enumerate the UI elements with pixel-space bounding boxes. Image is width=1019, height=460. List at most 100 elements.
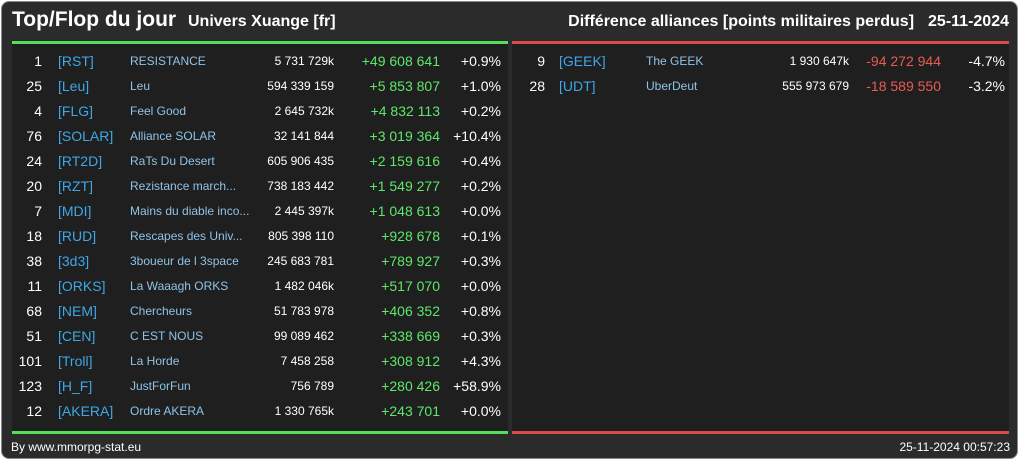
points-delta: +2 159 616 bbox=[369, 153, 440, 169]
top-alliance-row: 1 [RST] RESISTANCE 5 731 729k +49 608 641 +0.… bbox=[12, 49, 508, 74]
alliance-tag-link[interactable]: [CEN] bbox=[58, 328, 96, 344]
alliance-tag-link[interactable]: [NEM] bbox=[58, 303, 97, 319]
site-credit: By www.mmorpg-stat.eu bbox=[11, 440, 142, 454]
alliance-tag-link[interactable]: [ORKS] bbox=[58, 278, 106, 294]
percent-change: +0.3% bbox=[460, 328, 501, 344]
alliance-name-link[interactable]: 3boueur de l 3space bbox=[130, 254, 239, 268]
alliance-points: 1 930 647k bbox=[789, 54, 849, 68]
points-delta: +49 608 641 bbox=[361, 53, 440, 69]
alliance-name-link[interactable]: RaTs Du Desert bbox=[130, 154, 215, 168]
flop-bottom-bar bbox=[512, 431, 1009, 434]
alliance-name-link[interactable]: Alliance SOLAR bbox=[130, 129, 217, 143]
percent-change: +0.1% bbox=[460, 228, 501, 244]
alliance-tag-link[interactable]: [H_F] bbox=[58, 378, 93, 394]
alliance-name-link[interactable]: La Horde bbox=[130, 354, 180, 368]
alliance-points: 805 398 110 bbox=[268, 229, 334, 243]
points-delta: +3 019 364 bbox=[369, 128, 440, 144]
alliance-name-link[interactable]: UberDeut bbox=[646, 79, 698, 93]
points-delta: +517 070 bbox=[381, 278, 440, 294]
top-alliance-row: 11 [ORKS] La Waaagh ORKS 1 482 046k +517 070… bbox=[12, 274, 508, 299]
alliance-rank: 25 bbox=[26, 78, 42, 94]
alliance-name-link[interactable]: Rezistance march... bbox=[130, 179, 237, 193]
percent-change: +10.4% bbox=[453, 128, 501, 144]
percent-change: +58.9% bbox=[453, 378, 501, 394]
alliance-rank: 12 bbox=[26, 403, 42, 419]
alliance-tag-link[interactable]: [GEEK] bbox=[559, 53, 606, 69]
alliance-rank: 28 bbox=[529, 78, 545, 94]
alliance-rank: 7 bbox=[34, 203, 42, 219]
top-alliance-row: 101 [Troll] La Horde 7 458 258 +308 912 +4.3% bbox=[12, 349, 508, 374]
points-delta: +928 678 bbox=[381, 228, 440, 244]
alliance-name-link[interactable]: The GEEK bbox=[646, 54, 704, 68]
percent-change: +4.3% bbox=[460, 353, 501, 369]
alliance-rank: 1 bbox=[34, 53, 42, 69]
points-delta: -94 272 944 bbox=[866, 53, 941, 69]
top-alliance-row: 12 [AKERA] Ordre AKERA 1 330 765k +243 701 +0… bbox=[12, 399, 508, 424]
percent-change: +0.4% bbox=[460, 153, 501, 169]
alliance-tag-link[interactable]: [AKERA] bbox=[58, 403, 114, 419]
alliance-tag-link[interactable]: [SOLAR] bbox=[58, 128, 114, 144]
ranking-description: Différence alliances [points militaires … bbox=[568, 13, 915, 30]
alliance-name-link[interactable]: Chercheurs bbox=[130, 304, 193, 318]
alliance-rank: 4 bbox=[34, 103, 42, 119]
alliance-tag-link[interactable]: [3d3] bbox=[58, 253, 90, 269]
alliance-tag-link[interactable]: [UDT] bbox=[559, 78, 596, 94]
alliance-tag-link[interactable]: [RZT] bbox=[58, 178, 93, 194]
top-accent-bar bbox=[12, 41, 508, 44]
alliance-rank: 68 bbox=[26, 303, 42, 319]
top-alliance-row: 24 [RT2D] RaTs Du Desert 605 906 435 +2 159 … bbox=[12, 149, 508, 174]
points-delta: +338 669 bbox=[381, 328, 440, 344]
alliance-rank: 9 bbox=[537, 53, 545, 69]
generated-timestamp: 25-11-2024 00:57:23 bbox=[899, 440, 1010, 454]
page-title: Top/Flop du jour bbox=[12, 8, 177, 31]
alliance-name-link[interactable]: La Waaagh ORKS bbox=[130, 279, 229, 293]
alliance-points: 2 645 732k bbox=[274, 104, 334, 118]
top-alliance-row: 4 [FLG] Feel Good 2 645 732k +4 832 113 +0.2% bbox=[12, 99, 508, 124]
percent-change: -3.2% bbox=[968, 78, 1005, 94]
alliance-tag-link[interactable]: [RT2D] bbox=[58, 153, 103, 169]
alliance-name-link[interactable]: RESISTANCE bbox=[130, 54, 206, 68]
top-alliance-row: 20 [RZT] Rezistance march... 738 183 442 +1 … bbox=[12, 174, 508, 199]
alliance-rank: 76 bbox=[26, 128, 42, 144]
alliance-points: 7 458 258 bbox=[280, 354, 334, 368]
alliance-rank: 38 bbox=[26, 253, 42, 269]
alliance-tag-link[interactable]: [MDI] bbox=[58, 203, 92, 219]
alliance-name-link[interactable]: C EST NOUS bbox=[130, 329, 204, 343]
alliance-points: 594 339 159 bbox=[267, 79, 334, 93]
points-delta: +280 426 bbox=[381, 378, 440, 394]
alliance-rank: 20 bbox=[26, 178, 42, 194]
points-delta: -18 589 550 bbox=[866, 78, 941, 94]
points-delta: +1 048 613 bbox=[369, 203, 440, 219]
alliance-points: 5 731 729k bbox=[274, 54, 334, 68]
alliance-name-link[interactable]: Leu bbox=[130, 79, 151, 93]
alliance-points: 99 089 462 bbox=[273, 329, 334, 343]
alliance-points: 605 906 435 bbox=[267, 154, 334, 168]
alliance-name-link[interactable]: Rescapes des Univ... bbox=[130, 229, 243, 243]
header-date: 25-11-2024 bbox=[928, 13, 1009, 30]
alliance-tag-link[interactable]: [RST] bbox=[58, 53, 94, 69]
top-panel: 1 [RST] RESISTANCE 5 731 729k +49 608 641 +0.… bbox=[12, 44, 508, 431]
alliance-tag-link[interactable]: [Leu] bbox=[58, 78, 90, 94]
alliance-points: 2 445 397k bbox=[274, 204, 334, 218]
percent-change: +0.0% bbox=[460, 403, 501, 419]
alliance-rank: 123 bbox=[18, 378, 42, 394]
alliance-name-link[interactable]: Ordre AKERA bbox=[130, 404, 205, 418]
top-alliance-row: 123 [H_F] JustForFun 756 789 +280 426 +58.9% bbox=[12, 374, 508, 399]
universe-subtitle: Univers Xuange [fr] bbox=[188, 13, 336, 30]
alliance-tag-link[interactable]: [RUD] bbox=[58, 228, 97, 244]
alliance-tag-link[interactable]: [FLG] bbox=[58, 103, 94, 119]
percent-change: +1.0% bbox=[460, 78, 501, 94]
top-alliance-row: 25 [Leu] Leu 594 339 159 +5 853 807 +1.0% bbox=[12, 74, 508, 99]
top-alliance-row: 18 [RUD] Rescapes des Univ... 805 398 110 +9… bbox=[12, 224, 508, 249]
alliance-points: 555 973 679 bbox=[782, 79, 849, 93]
percent-change: -4.7% bbox=[968, 53, 1005, 69]
alliance-name-link[interactable]: JustForFun bbox=[130, 379, 191, 393]
percent-change: +0.3% bbox=[460, 253, 501, 269]
percent-change: +0.2% bbox=[460, 178, 501, 194]
alliance-tag-link[interactable]: [Troll] bbox=[58, 353, 93, 369]
top-alliance-row: 38 [3d3] 3boueur de l 3space 245 683 781 +78… bbox=[12, 249, 508, 274]
alliance-name-link[interactable]: Feel Good bbox=[130, 104, 187, 118]
alliance-name-link[interactable]: Mains du diable inco... bbox=[130, 204, 250, 218]
points-delta: +406 352 bbox=[381, 303, 440, 319]
points-delta: +1 549 277 bbox=[369, 178, 440, 194]
